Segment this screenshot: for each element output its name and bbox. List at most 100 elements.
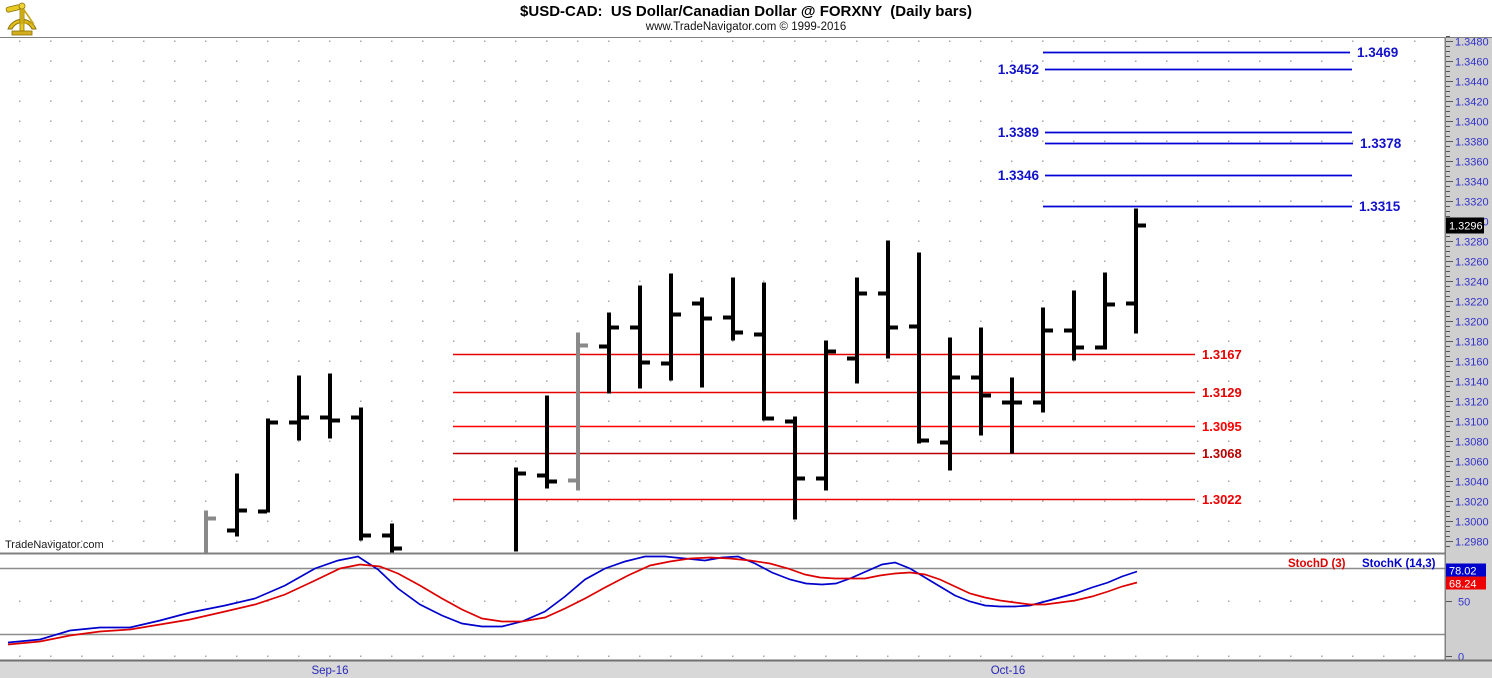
grid-dot — [1197, 420, 1199, 422]
grid-dot — [732, 480, 734, 482]
grid-dot — [236, 300, 238, 302]
grid-dot — [1104, 600, 1106, 602]
grid-dot — [794, 400, 796, 402]
grid-dot — [81, 655, 83, 657]
grid-dot — [1352, 440, 1354, 442]
grid-dot — [205, 140, 207, 142]
grid-dot — [1259, 280, 1261, 282]
grid-dot — [1383, 280, 1385, 282]
grid-dot — [267, 360, 269, 362]
grid-dot — [391, 40, 393, 42]
price-axis-label: 1.3380 — [1455, 137, 1489, 149]
grid-dot — [670, 380, 672, 382]
grid-dot — [1104, 220, 1106, 222]
grid-dot — [391, 100, 393, 102]
grid-dot — [484, 60, 486, 62]
grid-dot — [174, 260, 176, 262]
grid-dot — [1104, 100, 1106, 102]
price-axis-label: 1.3060 — [1455, 457, 1489, 469]
grid-dot — [50, 320, 52, 322]
grid-dot — [1352, 300, 1354, 302]
grid-dot — [856, 400, 858, 402]
price-axis-strip[interactable] — [1446, 38, 1492, 660]
grid-dot — [1073, 200, 1075, 202]
grid-dot — [763, 440, 765, 442]
grid-dot — [143, 420, 145, 422]
grid-dot — [732, 240, 734, 242]
grid-dot — [360, 60, 362, 62]
price-axis-label: 1.3000 — [1455, 517, 1489, 529]
grid-dot — [608, 220, 610, 222]
grid-dot — [1042, 540, 1044, 542]
grid-dot — [267, 400, 269, 402]
grid-dot — [1414, 460, 1416, 462]
grid-dot — [1290, 180, 1292, 182]
grid-dot — [112, 100, 114, 102]
grid-dot — [1011, 60, 1013, 62]
grid-dot — [1228, 80, 1230, 82]
grid-dot — [267, 655, 269, 657]
grid-dot — [81, 260, 83, 262]
grid-dot — [887, 100, 889, 102]
grid-dot — [1290, 300, 1292, 302]
grid-dot — [1135, 440, 1137, 442]
stoch-value-badge — [1446, 563, 1486, 577]
grid-dot — [1073, 220, 1075, 222]
grid-dot — [1073, 40, 1075, 42]
grid-dot — [267, 40, 269, 42]
grid-dot — [81, 320, 83, 322]
grid-dot — [639, 140, 641, 142]
grid-dot — [205, 100, 207, 102]
grid-dot — [112, 480, 114, 482]
grid-dot — [236, 120, 238, 122]
grid-dot — [1011, 120, 1013, 122]
grid-dot — [763, 600, 765, 602]
grid-dot — [422, 655, 424, 657]
grid-dot — [391, 320, 393, 322]
grid-dot — [1042, 240, 1044, 242]
grid-dot — [143, 80, 145, 82]
date-axis-strip[interactable] — [0, 661, 1492, 678]
grid-dot — [484, 120, 486, 122]
grid-dot — [980, 220, 982, 222]
grid-dot — [825, 655, 827, 657]
grid-dot — [1352, 460, 1354, 462]
grid-dot — [205, 600, 207, 602]
grid-dot — [949, 200, 951, 202]
stoch-axis-label: 50 — [1458, 597, 1470, 609]
grid-dot — [608, 480, 610, 482]
grid-dot — [143, 160, 145, 162]
grid-dot — [112, 540, 114, 542]
grid-dot — [1290, 160, 1292, 162]
grid-dot — [298, 500, 300, 502]
grid-dot — [949, 260, 951, 262]
grid-dot — [1042, 520, 1044, 522]
grid-dot — [1414, 380, 1416, 382]
grid-dot — [1228, 520, 1230, 522]
grid-dot — [1104, 140, 1106, 142]
grid-dot — [701, 240, 703, 242]
grid-dot — [267, 220, 269, 222]
grid-dot — [298, 540, 300, 542]
grid-dot — [794, 100, 796, 102]
grid-dot — [267, 60, 269, 62]
grid-dot — [174, 500, 176, 502]
grid-dot — [174, 460, 176, 462]
grid-dot — [50, 40, 52, 42]
grid-dot — [1259, 60, 1261, 62]
grid-dot — [701, 460, 703, 462]
grid-dot — [298, 240, 300, 242]
grid-dot — [267, 300, 269, 302]
grid-dot — [50, 520, 52, 522]
grid-dot — [1383, 160, 1385, 162]
grid-dot — [1166, 180, 1168, 182]
grid-dot — [701, 220, 703, 222]
price-axis-label: 1.3320 — [1455, 197, 1489, 209]
grid-dot — [763, 100, 765, 102]
grid-dot — [1135, 380, 1137, 382]
grid-dot — [732, 600, 734, 602]
grid-dot — [1104, 260, 1106, 262]
grid-dot — [918, 120, 920, 122]
grid-dot — [422, 280, 424, 282]
